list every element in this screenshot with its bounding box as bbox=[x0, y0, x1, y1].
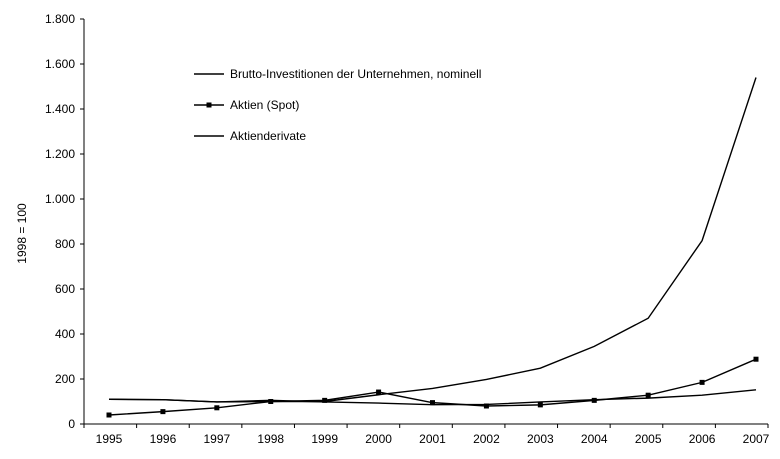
y-tick-label: 200 bbox=[55, 372, 75, 386]
y-tick-label: 600 bbox=[55, 282, 75, 296]
series-line-3 bbox=[108, 389, 757, 406]
y-tick-label: 400 bbox=[55, 327, 75, 341]
series-line-2 bbox=[108, 358, 757, 416]
series-2-point bbox=[268, 399, 274, 404]
y-tick-label: 0 bbox=[68, 417, 75, 431]
y-tick-label: 800 bbox=[55, 237, 75, 251]
x-tick-label: 2001 bbox=[419, 432, 446, 446]
legend-label: Brutto-Investitionen der Unternehmen, no… bbox=[230, 67, 481, 81]
x-tick-label: 2002 bbox=[473, 432, 500, 446]
y-axis-title: 1998 = 100 bbox=[15, 203, 29, 264]
legend-marker bbox=[206, 102, 212, 108]
x-tick-label: 2006 bbox=[689, 432, 716, 446]
series-2-point bbox=[483, 403, 489, 409]
series-2-point bbox=[699, 379, 705, 385]
y-tick-label: 1.600 bbox=[45, 57, 75, 71]
series-line-1 bbox=[108, 77, 757, 403]
x-tick-label: 2000 bbox=[365, 432, 392, 446]
x-ticks: 1995 1996 1997 1998 1999 2000 2001 2002 2003 2004… bbox=[83, 424, 770, 446]
x-tick-label: 1996 bbox=[150, 432, 177, 446]
x-tick-label: 2003 bbox=[527, 432, 554, 446]
series-2-point bbox=[376, 389, 382, 395]
x-tick-label: 1999 bbox=[311, 432, 338, 446]
y-ticks: 0 200 400 600 800 1.000 1.200 1.400 1.600 1.800 bbox=[45, 12, 84, 431]
x-tick-label: 1995 bbox=[96, 432, 123, 446]
y-tick-label: 1.200 bbox=[45, 147, 75, 161]
series-2-point bbox=[322, 397, 328, 403]
series-2-point bbox=[214, 405, 220, 411]
series-2-point bbox=[645, 392, 651, 398]
series-group bbox=[106, 77, 759, 418]
series-2-point bbox=[106, 412, 112, 418]
x-tick-label: 2004 bbox=[581, 432, 608, 446]
y-tick-label: 1.000 bbox=[45, 192, 75, 206]
y-tick-label: 1.800 bbox=[45, 12, 75, 26]
series-2-point bbox=[430, 400, 435, 406]
axes bbox=[83, 19, 768, 425]
series-2-point bbox=[160, 409, 166, 415]
x-tick-label: 2005 bbox=[635, 432, 662, 446]
x-tick-label: 1998 bbox=[257, 432, 284, 446]
x-tick-label: 1997 bbox=[203, 432, 230, 446]
y-tick-label: 1.400 bbox=[45, 102, 75, 116]
series-2-point bbox=[537, 402, 543, 408]
legend: Brutto-Investitionen der Unternehmen, no… bbox=[194, 67, 481, 143]
x-tick-label: 2007 bbox=[743, 432, 770, 446]
series-2-point bbox=[753, 356, 759, 362]
legend-label: Aktienderivate bbox=[230, 129, 306, 143]
legend-label: Aktien (Spot) bbox=[230, 98, 299, 112]
